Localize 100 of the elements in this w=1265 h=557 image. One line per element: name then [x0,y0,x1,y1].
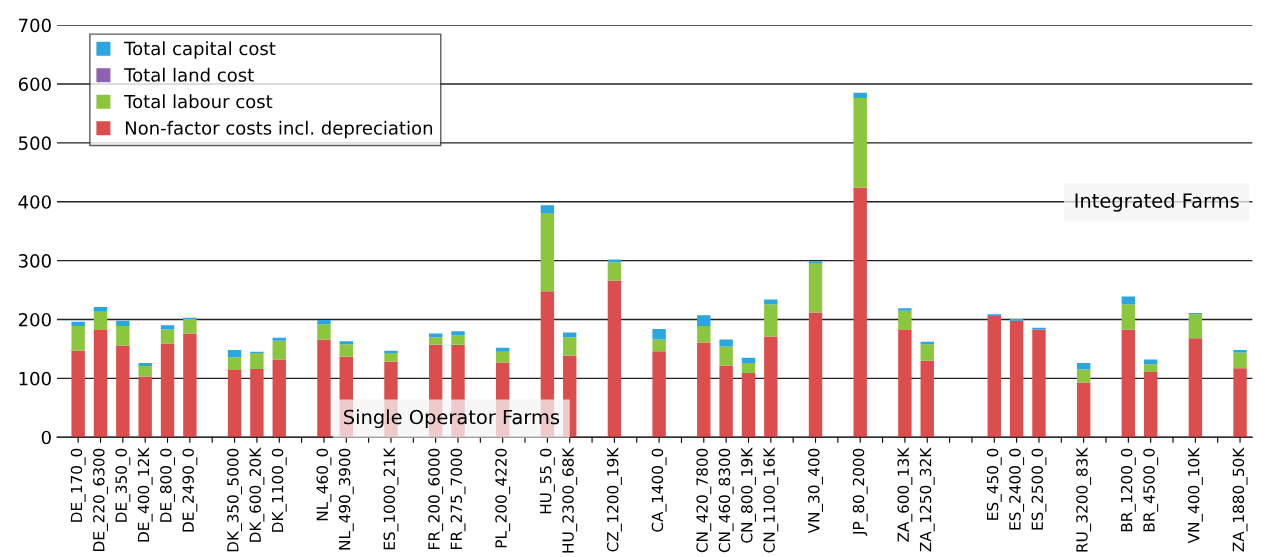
bar [1121,304,1136,330]
x-tick-label: VN_400_10K [1187,447,1203,544]
bar [1188,314,1203,339]
bar [853,187,867,438]
bar [272,337,286,341]
bar [853,92,867,99]
legend-label: Total capital cost [124,41,276,59]
bar [160,325,175,330]
bar [227,350,242,358]
bar [1076,363,1091,370]
x-tick-label: RU_3200_83K [1076,447,1092,552]
bar [227,357,242,371]
x-tick-label: CN_800_19K [741,447,756,543]
x-tick-label: DE_220_6300 [93,448,108,551]
x-tick-label: HU_55_0 [539,448,555,514]
legend-label: Total land cost [124,67,254,82]
bar [138,363,152,366]
x-tick-label: CA_1400_0 [651,448,667,532]
bar [93,330,108,438]
bar [652,328,666,340]
bar [697,315,711,326]
bar [317,339,331,438]
x-tick-label: ES_1000_21K [383,447,399,550]
bar [741,363,756,374]
legend-label: Non-factor costs incl. depreciation [125,120,433,139]
x-tick-label: NL_490_3900 [338,448,354,550]
annotation: Integrated Farms [1075,192,1239,212]
x-tick-label: DK_350_5000 [227,448,243,552]
x-tick-label: ES_450_0 [986,448,1002,520]
x-tick-label: VN_30_400 [808,448,823,534]
bar [1032,329,1046,438]
bar [853,98,867,188]
bar [160,343,175,438]
bar [138,376,152,438]
bar [317,320,331,325]
x-tick-label: PL_200_4220 [495,448,511,548]
bar [495,351,510,363]
bar [808,262,823,313]
bar [451,331,465,336]
bar [272,340,286,360]
bar [384,353,398,362]
bar [898,330,912,438]
bar [808,312,823,438]
y-tick-label: 100 [19,371,51,386]
bar [250,368,264,438]
x-tick-label: DK_1100_0 [271,448,287,532]
bar [652,339,666,352]
bar [764,299,778,305]
bar [93,307,108,312]
bar [1233,368,1247,438]
bar [987,315,1001,438]
bar [339,341,353,345]
y-tick-label: 600 [18,77,51,92]
bar [339,344,353,357]
x-tick-label: ES_2500_0 [1031,448,1047,530]
bar [1233,352,1247,369]
bar [250,353,264,369]
bar [607,259,622,263]
bar [898,310,912,331]
x-tick-label: ZA_1250_32K [919,447,935,552]
bar [116,320,130,326]
bar [495,347,510,352]
y-tick-label: 300 [18,254,51,268]
x-tick-label: DE_170_0 [70,448,86,522]
legend-label: Total labour cost [124,94,273,109]
y-tick-label: 400 [18,195,51,209]
bar [272,359,286,438]
bar [764,336,778,438]
bar [71,350,85,438]
bar [1143,364,1158,372]
x-tick-label: JP_80_2000 [852,448,868,536]
bar [183,333,197,438]
bar [116,345,130,438]
bar [741,373,756,438]
x-tick-label: HU_2300_68K [562,447,578,553]
bar [1121,329,1136,438]
x-tick-label: BR_4500_0 [1143,448,1159,532]
bar [160,329,175,344]
bar [920,360,934,438]
bar [1076,369,1091,383]
x-tick-label: DE_400_12K [137,447,153,542]
bar [697,342,711,438]
bar [93,311,108,331]
bar [607,262,622,281]
x-tick-label: CN_460_8300 [718,448,734,553]
bar [116,325,130,346]
x-tick-label: ZA_600_13K [897,447,913,542]
x-tick-label: CN_420_7800 [696,448,712,553]
x-tick-label: DK_600_20K [249,447,265,542]
x-tick-label: NL_460_0 [316,448,332,521]
bar [898,308,912,311]
bar [697,325,711,343]
bar [138,366,152,377]
bar [540,212,555,292]
bar [719,346,733,366]
x-tick-label: FR_200_6000 [428,448,444,549]
bar [1143,371,1158,438]
bar [317,324,331,340]
bar [764,304,778,337]
bar [719,365,733,438]
